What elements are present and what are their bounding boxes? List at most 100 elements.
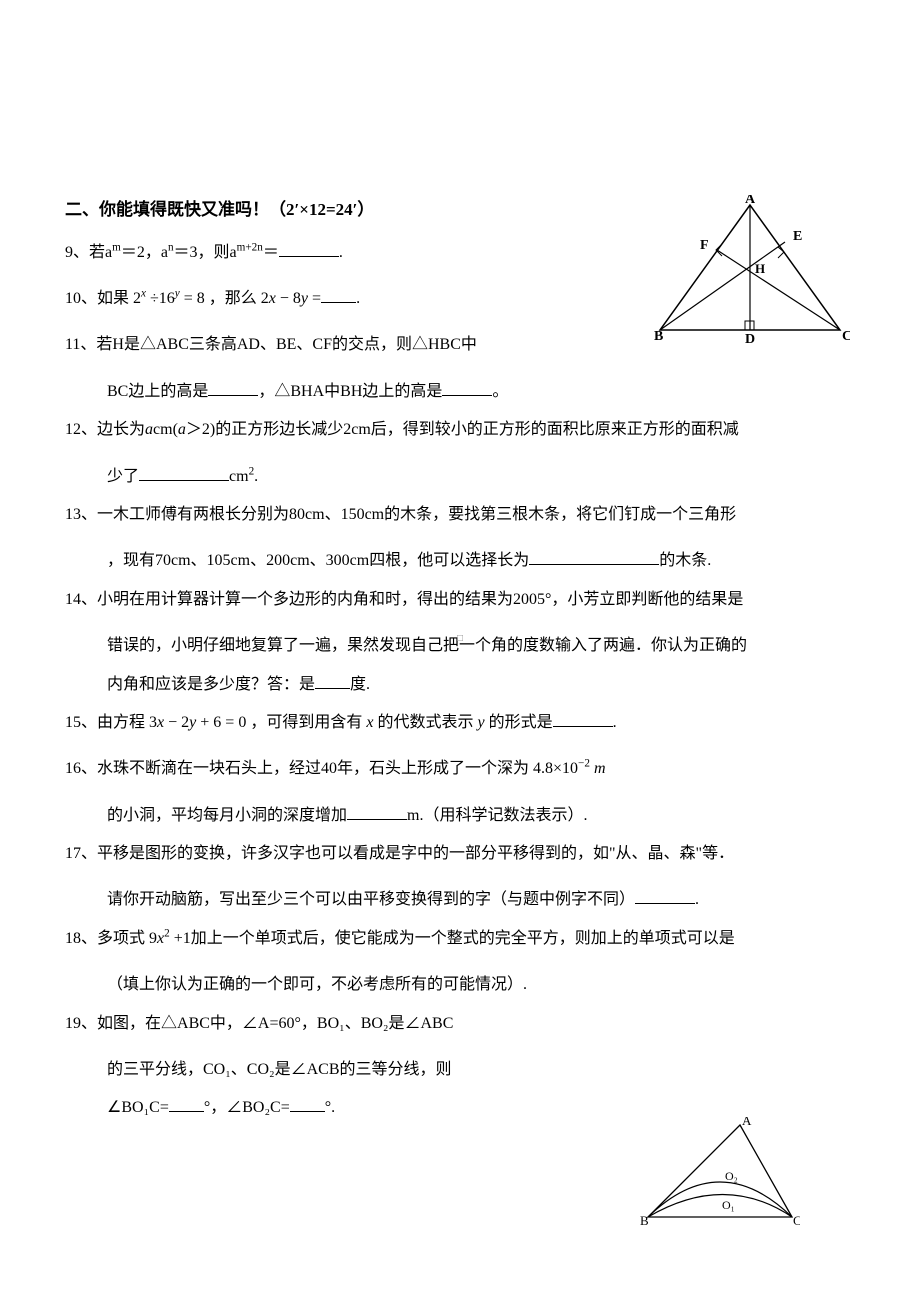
q10-v1: x [269,290,276,307]
svg-text:D: D [745,332,755,345]
q16-label: 16、 [65,760,97,777]
q15-td: 的代数式表示 [373,714,477,731]
q9-t2: ＝3，则a [174,244,237,261]
q12-l2c: . [254,468,258,485]
q14-blank [315,673,350,689]
question-12-sub: 少了cm2. [65,458,855,496]
q14-l3a: 内角和应该是多少度？答：是 [107,676,315,693]
triangle-diagram-1: A B C D E F H [650,195,850,345]
q16-blank [347,804,407,820]
q10-t4: − 8 [276,290,301,307]
svg-text:O₁: O₁ [722,1198,735,1212]
q10-t2: ÷16 [146,290,175,307]
q12-v2: a [178,421,186,438]
q10-t1: 如果 2 [97,290,141,307]
svg-text:C: C [793,1213,800,1227]
q10-blank [321,287,356,303]
q16-l2b: m.（用科学记数法表示）. [407,807,587,824]
svg-text:E: E [793,229,802,244]
question-18-sub: （填上你认为正确的一个即可，不必考虑所有的可能情况）. [65,966,855,1004]
svg-text:B: B [640,1213,649,1227]
svg-text:O₂: O₂ [725,1169,738,1183]
q16-l1a: 水珠不断滴在一块石头上，经过40年，石头上形成了一个深为 4.8×10 [97,760,578,777]
triangle-diagram-2: A B C O₁ O₂ [640,1117,800,1227]
question-12: 12、边长为acm(a＞2)的正方形边长减少2cm后，得到较小的正方形的面积比原… [65,411,855,449]
q16-l2a: 的小洞，平均每月小洞的深度增加 [107,807,347,824]
question-15: 15、由方程 3x − 2y + 6 = 0 ，可得到用含有 x 的代数式表示 … [65,704,855,742]
svg-text:H: H [755,261,765,276]
q15-suffix: . [613,714,617,731]
q18-label: 18、 [65,930,97,947]
q18-l1b: +1加上一个单项式后，使它能成为一个整式的完全平方，则加上的单项式可以是 [170,930,735,947]
q12-l1c: ＞2)的正方形边长减少2cm后，得到较小的正方形的面积比原来正方形的面积减 [186,421,739,438]
q9-s2: m+2n [237,241,263,253]
question-19-sub1: 的三平分线，CO₁、CO₂是∠ACB的三等分线，则 [65,1051,855,1089]
q11-l2b: ，△BHA中BH边上的高是 [258,383,442,400]
q12-l2b: cm [229,468,249,485]
q13-l2a: ，现有70cm、105cm、200cm、300cm四根，他可以选择长为 [107,552,529,569]
question-11-sub: BC边上的高是 ，△BHA中BH边上的高是 。 [65,373,855,411]
question-14-sub2: 内角和应该是多少度？答：是 度. [65,666,855,704]
q18-l1a: 多项式 9 [97,930,157,947]
question-18: 18、多项式 9x2 +1加上一个单项式后，使它能成为一个整式的完全平方，则加上… [65,920,855,958]
q10-t3: = 8 ，那么 2 [180,290,269,307]
q15-tb: − 2 [164,714,189,731]
q19-l3a: ∠BO₁C= [107,1099,169,1116]
q19-l3c: °. [325,1099,335,1116]
q13-l1: 一木工师傅有两根长分别为80cm、150cm的木条，要找第三根木条，将它们钉成一… [97,506,736,523]
q13-l2b: 的木条. [659,552,711,569]
q15-v4: y [477,714,484,731]
q15-blank [553,711,613,727]
q10-v2: y [301,290,308,307]
question-13: 13、一木工师傅有两根长分别为80cm、150cm的木条，要找第三根木条，将它们… [65,496,855,534]
q15-ta: 由方程 3 [97,714,157,731]
svg-text:B: B [654,329,663,344]
q14-l3b: 度. [350,676,370,693]
q14-label: 14、 [65,591,97,608]
q9-label: 9、 [65,244,89,261]
q18-l2: （填上你认为正确的一个即可，不必考虑所有的可能情况）. [107,976,527,993]
q17-label: 17、 [65,845,97,862]
q9-s0: m [112,241,121,253]
q16-v: m [594,760,606,777]
question-19: 19、如图，在△ABC中，∠A=60°，BO₁、BO₂是∠ABC [65,1005,855,1043]
q13-label: 13、 [65,506,97,523]
q11-blank2 [442,380,492,396]
q14-l2: 错误的，小明仔细地复算了一遍，果然发现自己把一个角的度数输入了两遍．你认为正确的 [107,637,747,654]
q15-te: 的形式是 [485,714,553,731]
q12-l2a: 少了 [107,468,139,485]
q12-l1a: 边长为 [97,421,145,438]
page-mark: □ [457,630,463,648]
q19-l3b: °，∠BO₂C= [204,1099,290,1116]
q10-t5: = [308,290,321,307]
q11-l2c: 。 [492,383,508,400]
q17-blank [635,888,695,904]
q11-l2a: BC边上的高是 [107,383,208,400]
q12-v1: a [145,421,153,438]
q15-tc: + 6 = 0 ，可得到用含有 [196,714,366,731]
q17-l2b: . [695,891,699,908]
q11-label: 11、 [65,336,96,353]
question-14: 14、小明在用计算器计算一个多边形的内角和时，得出的结果为2005°，小芳立即判… [65,581,855,619]
q19-l1: 如图，在△ABC中，∠A=60°，BO₁、BO₂是∠ABC [97,1015,453,1032]
question-16: 16、水珠不断滴在一块石头上，经过40年，石头上形成了一个深为 4.8×10−2… [65,750,855,788]
q9-t1: ＝2，a [121,244,168,261]
question-16-sub: 的小洞，平均每月小洞的深度增加 m.（用科学记数法表示）. [65,797,855,835]
svg-text:F: F [700,238,709,253]
q14-l1: 小明在用计算器计算一个多边形的内角和时，得出的结果为2005°，小芳立即判断他的… [97,591,743,608]
q19-blank2 [290,1096,325,1112]
question-17: 17、平移是图形的变换，许多汉字也可以看成是字中的一部分平移得到的，如"从、晶、… [65,835,855,873]
svg-text:A: A [745,195,756,207]
svg-text:C: C [842,329,850,344]
q12-blank [139,465,229,481]
q12-label: 12、 [65,421,97,438]
q9-suffix: . [339,244,343,261]
q13-blank [529,549,659,565]
q10-label: 10、 [65,290,97,307]
q9-blank [279,241,339,257]
q15-label: 15、 [65,714,97,731]
q9-t3: ＝ [263,244,279,261]
q16-exp: −2 [578,758,590,770]
q19-l2: 的三平分线，CO₁、CO₂是∠ACB的三等分线，则 [107,1061,452,1078]
q17-l1: 平移是图形的变换，许多汉字也可以看成是字中的一部分平移得到的，如"从、晶、森"等… [97,845,734,862]
